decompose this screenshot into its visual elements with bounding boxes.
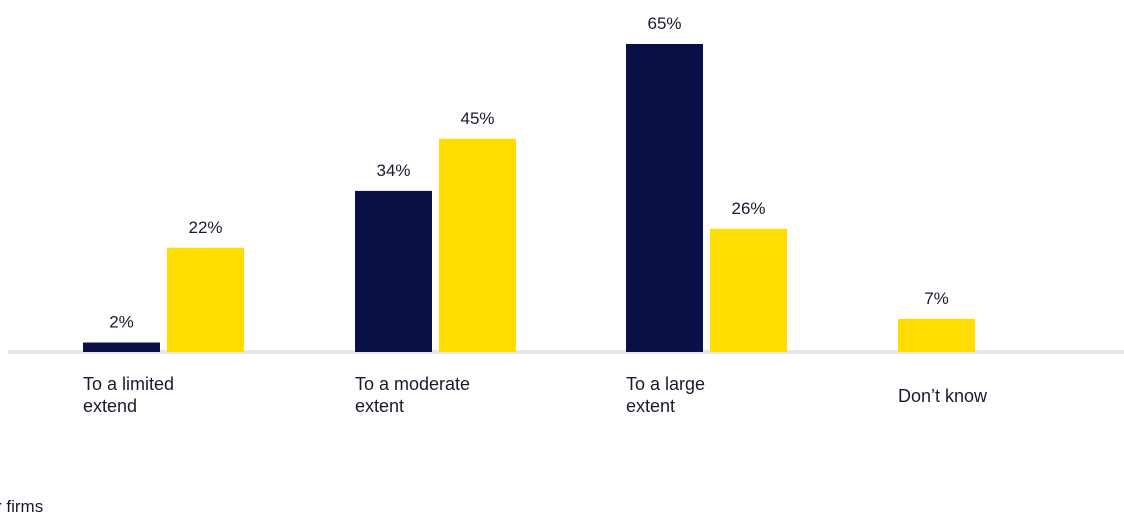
value-label-series1-cat3: 65% — [647, 14, 681, 33]
value-label-series2-cat1: 22% — [188, 218, 222, 237]
bar-series2-cat2 — [439, 138, 516, 352]
bar-series1-cat2 — [355, 190, 432, 352]
category-label-1: To a limited extend — [83, 374, 174, 416]
value-label-series2-cat3: 26% — [731, 199, 765, 218]
value-label-series2-cat2: 45% — [460, 109, 494, 128]
chart-baseline — [8, 350, 1124, 354]
bar-series2-cat1 — [167, 247, 244, 352]
category-label-3: To a large extent — [626, 374, 705, 416]
bar-series2-cat4 — [898, 318, 975, 352]
value-label-series2-cat4: 7% — [924, 289, 949, 308]
category-label-4: Don’t know — [898, 386, 988, 406]
category-label-2: To a moderate extent — [355, 374, 470, 416]
value-label-series1-cat2: 34% — [376, 161, 410, 180]
value-label-series1-cat1: 2% — [109, 313, 134, 332]
legend-text: r firms — [0, 497, 44, 516]
bar-series1-cat1 — [83, 342, 160, 352]
bar-series2-cat3 — [710, 228, 787, 352]
bar-series1-cat3 — [626, 44, 703, 352]
